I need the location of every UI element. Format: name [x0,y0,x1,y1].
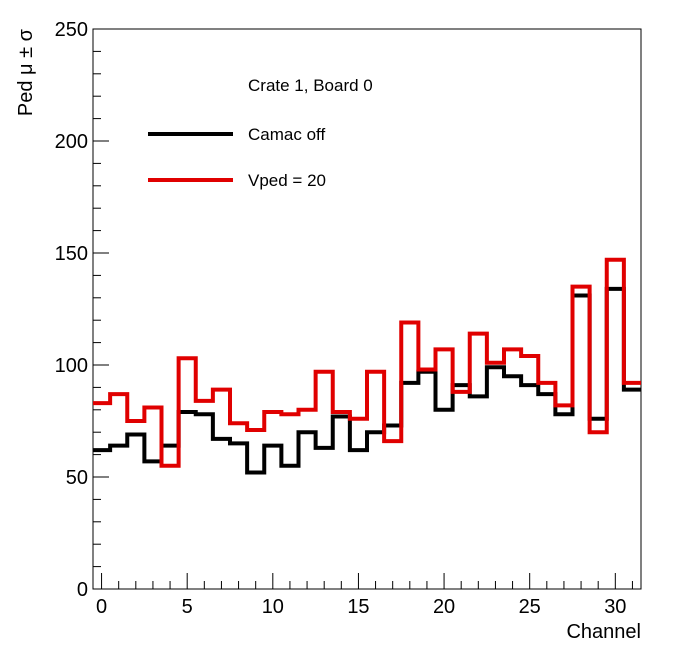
series-layer [93,257,641,475]
x-tick-label: 30 [604,596,626,618]
tick-labels: 0 5 10 15 20 25 30 0 50 100 150 200 250 [55,19,627,618]
series-line-camac-off [93,286,641,475]
x-tick-label: 25 [519,596,541,618]
x-tick-label: 10 [262,596,284,618]
legend-label-vped-20: Vped = 20 [248,171,326,190]
y-tick-label: 0 [77,579,88,601]
series-line-vped-20 [93,257,641,468]
y-tick-label: 100 [55,355,88,377]
y-tick-label: 150 [55,243,88,265]
x-tick-label: 5 [182,596,193,618]
y-tick-label: 50 [66,467,88,489]
plot-frame [92,28,642,590]
legend-label-camac-off: Camac off [248,125,325,144]
y-tick-label: 250 [55,19,88,41]
x-tick-label: 20 [433,596,455,618]
y-tick-label: 200 [55,131,88,153]
x-tick-label: 15 [347,596,369,618]
x-axis-title: Channel [566,621,641,643]
axis-ticks [93,28,633,590]
y-axis-title: Ped μ ± σ [15,28,37,116]
x-tick-label: 0 [96,596,107,618]
legend-header: Crate 1, Board 0 [248,76,373,95]
legend: Crate 1, Board 0 Camac off Vped = 20 [148,76,373,190]
